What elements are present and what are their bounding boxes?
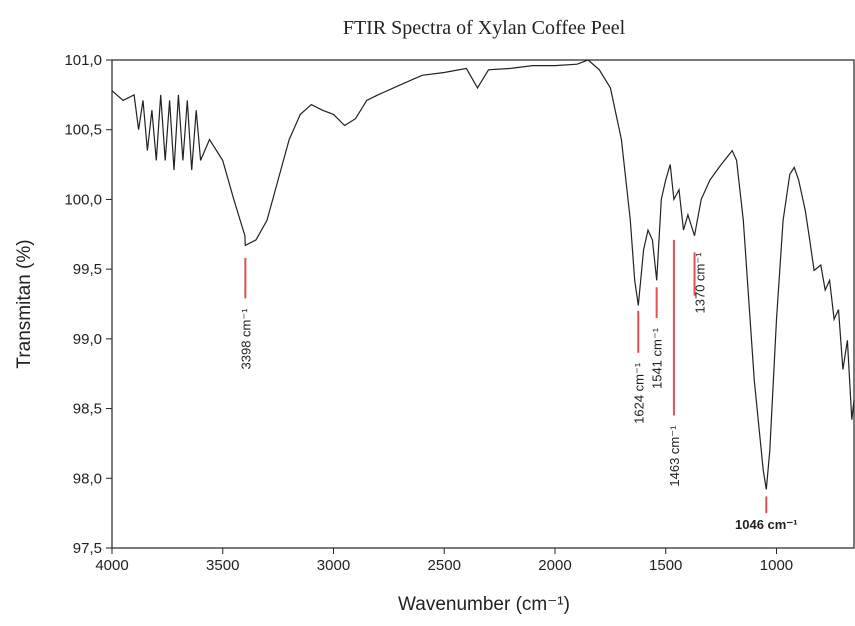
peak-label: 1046 cm⁻¹ xyxy=(735,517,798,532)
peak-label: 1624 cm⁻¹ xyxy=(631,362,646,424)
y-tick-label: 101,0 xyxy=(64,52,102,69)
peak-label: 3398 cm⁻¹ xyxy=(238,308,253,370)
x-axis-title: Wavenumber (cm⁻¹) xyxy=(398,594,570,615)
x-tick-label: 1000 xyxy=(760,557,793,574)
y-tick-label: 100,5 xyxy=(64,122,102,139)
peak-label: 1463 cm⁻¹ xyxy=(667,425,682,487)
x-tick-label: 1500 xyxy=(649,557,682,574)
chart-title: FTIR Spectra of Xylan Coffee Peel xyxy=(343,17,626,39)
peak-label: 1370 cm⁻¹ xyxy=(693,252,708,314)
x-tick-label: 4000 xyxy=(95,557,128,574)
x-tick-label: 2500 xyxy=(428,557,461,574)
y-tick-label: 98,5 xyxy=(73,401,102,418)
peak-label: 1541 cm⁻¹ xyxy=(650,327,665,389)
plot-frame xyxy=(111,59,855,549)
y-tick-label: 99,5 xyxy=(73,261,102,278)
x-tick-label: 3500 xyxy=(206,557,239,574)
y-tick-label: 100,0 xyxy=(64,191,102,208)
y-tick-label: 98,0 xyxy=(73,470,102,487)
y-tick-label: 99,0 xyxy=(73,331,102,348)
y-tick-label: 97,5 xyxy=(73,540,102,557)
spectrum-line xyxy=(111,59,855,490)
x-tick-label: 3000 xyxy=(317,557,350,574)
y-axis-title: Transmitan (%) xyxy=(14,239,35,368)
x-tick-label: 2000 xyxy=(538,557,571,574)
